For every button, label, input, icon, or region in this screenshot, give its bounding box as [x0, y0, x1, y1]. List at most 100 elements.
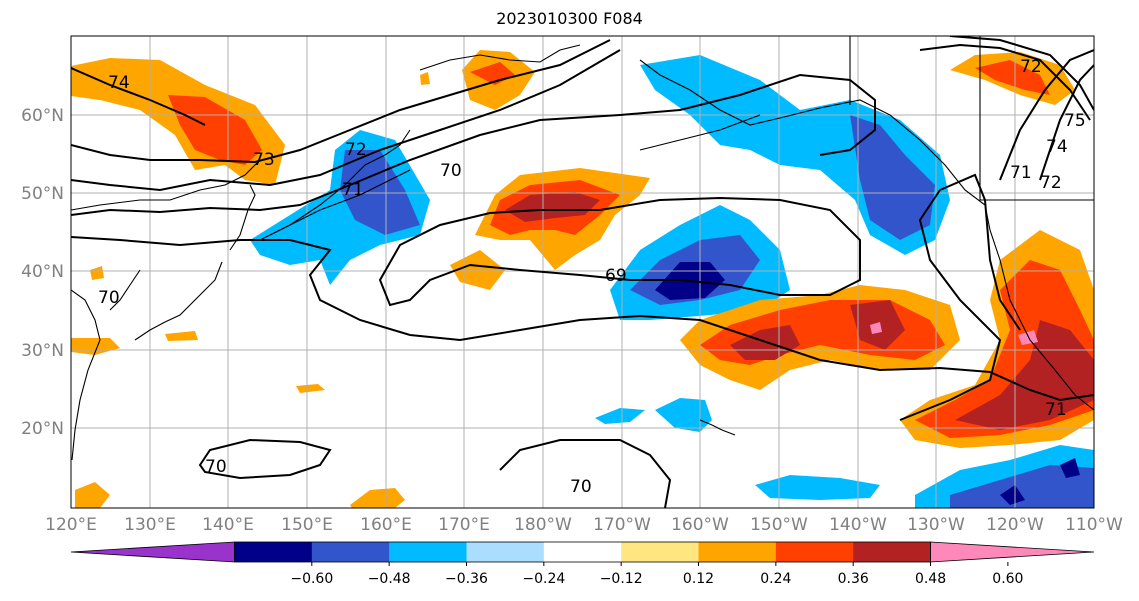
map-panel: 74 73 72 71 70 69 70 70 70 72 75 74 72 7… [71, 36, 1094, 508]
graticule [71, 36, 1094, 508]
anomaly-southeast-peak [1000, 485, 1025, 505]
colorbar-segment [389, 542, 467, 562]
contour-label: 73 [253, 150, 275, 170]
lat-label: 20°N [21, 419, 64, 439]
coast-asia [71, 159, 261, 211]
contour-70-southeast [499, 439, 672, 508]
lon-label: 180°W [514, 515, 572, 535]
contour-label: 70 [98, 288, 120, 308]
lon-label: 130°W [907, 515, 965, 535]
colorbar-tick-label: 0.24 [760, 571, 791, 587]
contour-74-east [949, 36, 1094, 111]
anomaly-south-negative [755, 475, 880, 500]
colorbar-outline [234, 541, 931, 563]
lon-label: 160°W [671, 515, 729, 535]
anomaly-southeast-peak-2 [1060, 458, 1080, 478]
anomaly-small-3 [350, 488, 405, 508]
contour-label: 72 [1020, 57, 1042, 77]
colorbar-tick-label: −0.60 [290, 571, 333, 587]
lon-label: 120°W [986, 515, 1044, 535]
contour-label: 70 [205, 457, 227, 477]
coast-korea [109, 269, 141, 311]
lon-label: 140°W [829, 515, 887, 535]
lon-label: 170°E [438, 515, 490, 535]
map-frame [70, 35, 1095, 509]
anomaly-westcoast-spot [1018, 330, 1038, 345]
colorbar-tick-label: −0.12 [600, 571, 643, 587]
colorbar-tick-label: −0.24 [522, 571, 565, 587]
colorbar: −0.60 −0.48 −0.36 −0.24 −0.12 0.12 0.24 0.36 0.4… [70, 541, 1095, 587]
anomaly-shading [71, 50, 1094, 508]
coast-chukotka [419, 44, 581, 71]
anomaly-small-2 [75, 482, 110, 508]
lon-label: 110°W [1065, 515, 1123, 535]
contour-label: 72 [345, 140, 367, 160]
colorbar-segment [698, 542, 777, 562]
coast-china [71, 289, 101, 461]
contour-74 [71, 67, 206, 126]
anomaly-gulf-core [850, 115, 935, 240]
colorbar-segment [621, 542, 700, 562]
coast-canada-border [849, 36, 1094, 201]
colorbar-tick-label: 0.36 [838, 571, 869, 587]
coast-aleutians [269, 114, 761, 236]
colorbar-segment [466, 542, 545, 562]
contour-75-east [919, 43, 1091, 121]
lon-label: 170°W [593, 515, 651, 535]
colorbar-segment [853, 542, 932, 562]
colorbar-segment [234, 542, 313, 562]
contour-label: 70 [440, 161, 462, 181]
contour-70-south [198, 438, 332, 480]
lon-label: 120°E [45, 515, 97, 535]
lon-label: 150°W [750, 515, 808, 535]
anomaly-northeast-core [975, 60, 1050, 95]
coast-westcoast [984, 204, 1094, 411]
coast-alaska [639, 59, 986, 206]
colorbar-tick-label: 0.12 [683, 571, 714, 587]
contour-label: 74 [1046, 137, 1068, 157]
colorbar-segment [775, 542, 854, 562]
contour-label: 75 [1064, 111, 1086, 131]
colorbar-tick-label: −0.48 [368, 571, 411, 587]
anomaly-southeast-core [950, 465, 1094, 508]
contour-73-east [1039, 64, 1094, 181]
anomaly-small-4 [296, 384, 325, 393]
contour-72 [71, 49, 621, 192]
anomaly-small-1 [71, 338, 120, 355]
contour-73 [71, 39, 611, 164]
colorbar-extend-min [70, 541, 235, 563]
lon-label: 130°E [124, 515, 176, 535]
contour-72-east [999, 49, 1094, 181]
colorbar-tick-label: 0.60 [992, 571, 1023, 587]
anomaly-bering-core [168, 95, 262, 165]
contour-label: 72 [1040, 173, 1062, 193]
coastlines [71, 36, 1094, 461]
anomaly-subtropical-spot [870, 322, 882, 334]
lat-label: 30°N [21, 341, 64, 361]
colorbar-tick-label: 0.48 [915, 571, 946, 587]
anomaly-dateline-peak [505, 192, 600, 222]
lat-label: 60°N [21, 106, 64, 126]
contour-label: 74 [108, 73, 130, 93]
contour-label: 69 [605, 266, 627, 286]
map-title: 2023010300 F084 [496, 9, 643, 28]
anomaly-small-6 [90, 266, 104, 280]
latitude-labels: 60°N 50°N 40°N 30°N 20°N [21, 106, 64, 439]
anomaly-small-5 [165, 331, 198, 341]
contour-label: 71 [1010, 163, 1032, 183]
contour-71-east [899, 173, 1021, 421]
anomaly-westcoast-peak [955, 320, 1094, 430]
lat-label: 40°N [21, 262, 64, 282]
height-contours [71, 36, 1094, 508]
anomaly-small-7 [420, 72, 430, 85]
lon-label: 150°E [281, 515, 333, 535]
contour-label: 70 [570, 477, 592, 497]
colorbar-segment [543, 542, 622, 562]
coast-kamchatka [259, 129, 411, 241]
contour-71 [71, 73, 876, 216]
lon-label: 140°E [202, 515, 254, 535]
anomaly-hawaii-negative-2 [595, 408, 645, 424]
contour-labels: 74 73 72 71 70 69 70 70 70 72 75 74 72 7… [98, 57, 1086, 497]
contour-label: 71 [342, 180, 364, 200]
contour-69 [378, 196, 861, 307]
